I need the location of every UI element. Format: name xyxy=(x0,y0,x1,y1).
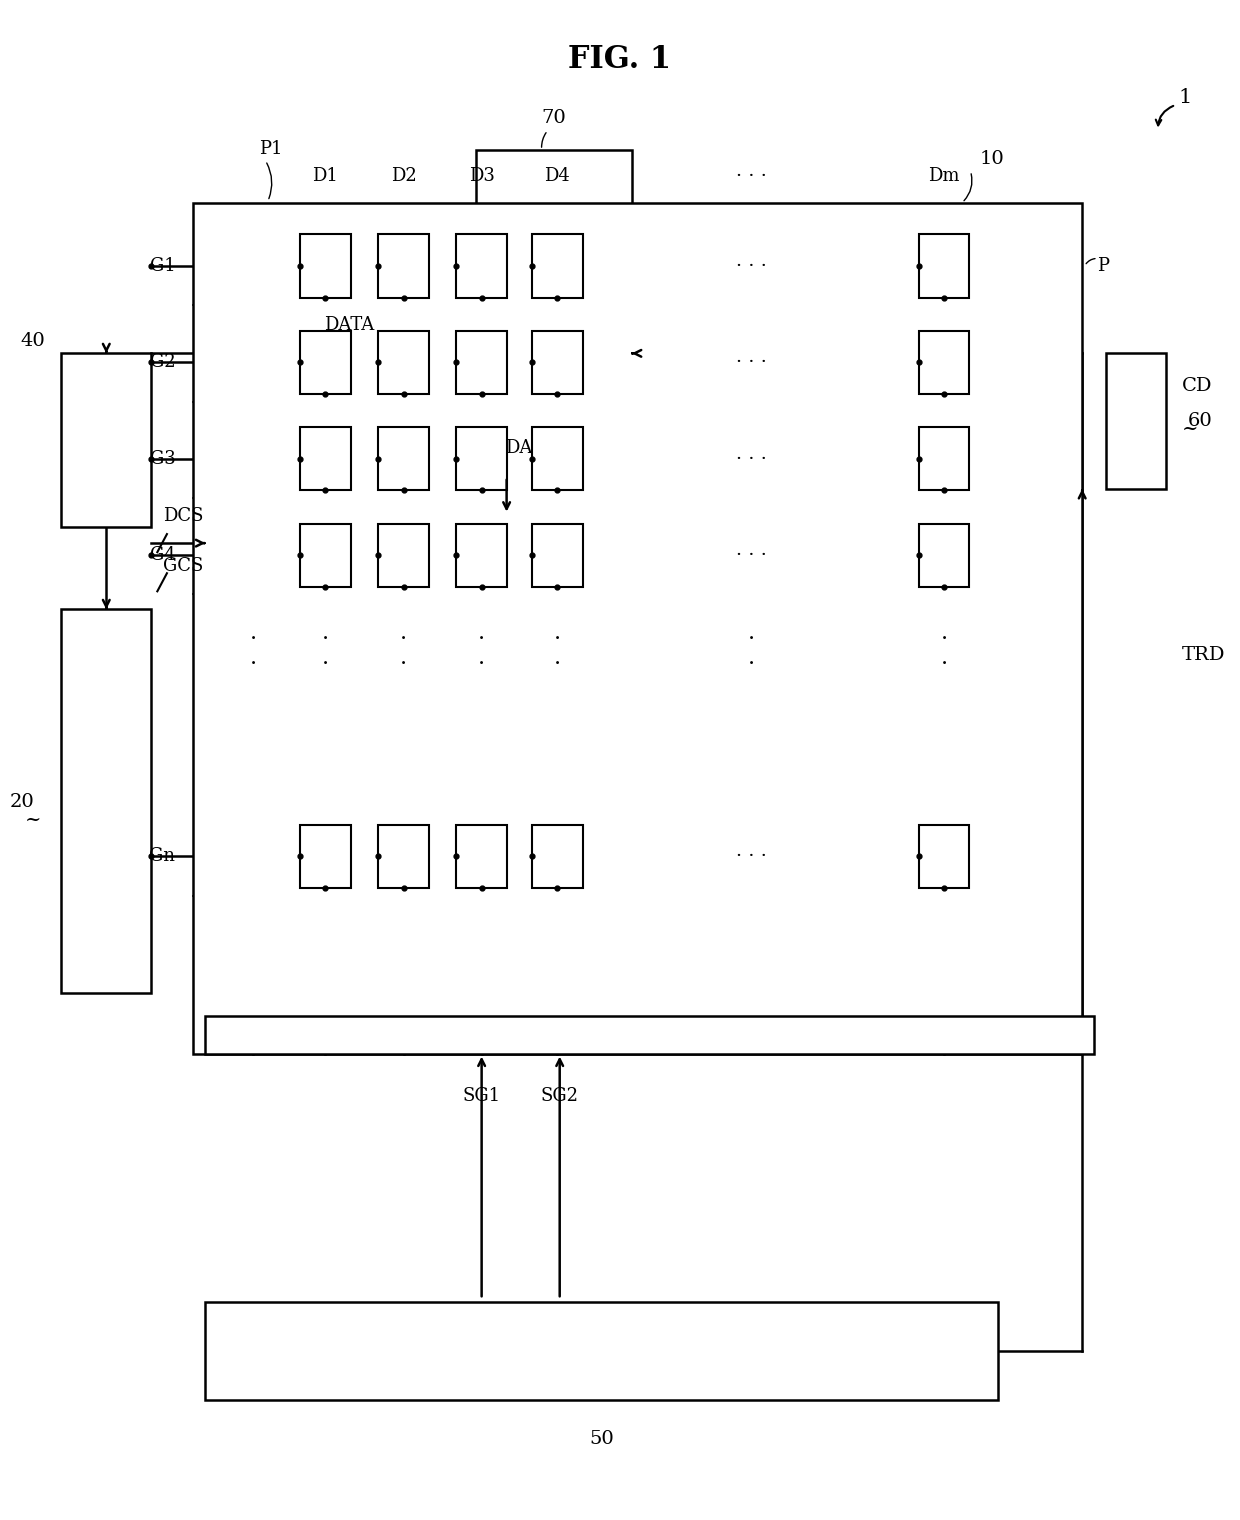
Text: CD: CD xyxy=(1182,377,1213,395)
Text: G4: G4 xyxy=(150,546,175,564)
Bar xyxy=(919,523,970,587)
Text: · · ·: · · · xyxy=(737,353,768,371)
Bar xyxy=(1106,353,1167,489)
Bar xyxy=(456,234,507,298)
Bar xyxy=(378,523,429,587)
Bar xyxy=(300,825,351,888)
Text: DCS: DCS xyxy=(164,508,203,524)
Text: 70: 70 xyxy=(542,109,567,128)
Text: G1: G1 xyxy=(150,257,175,275)
Bar xyxy=(532,427,583,491)
Text: P: P xyxy=(1096,257,1109,275)
Text: · · ·: · · · xyxy=(737,167,768,184)
Text: D1: D1 xyxy=(312,167,339,184)
Text: 50: 50 xyxy=(589,1430,614,1449)
Bar xyxy=(300,331,351,394)
Bar xyxy=(456,825,507,888)
Text: DATA: DATA xyxy=(505,439,556,458)
Bar xyxy=(300,523,351,587)
Bar xyxy=(300,234,351,298)
Text: D3: D3 xyxy=(469,167,495,184)
Bar xyxy=(919,234,970,298)
Bar xyxy=(378,234,429,298)
Bar xyxy=(456,523,507,587)
Text: 20: 20 xyxy=(10,793,35,812)
Bar xyxy=(532,825,583,888)
Text: ·
·: · · xyxy=(554,628,560,675)
Text: 30: 30 xyxy=(787,453,812,471)
Text: ·
·: · · xyxy=(748,628,755,675)
Text: Gn: Gn xyxy=(149,847,175,865)
Text: FIG. 1: FIG. 1 xyxy=(568,44,671,74)
Text: ·
·: · · xyxy=(249,628,257,675)
Text: Dm: Dm xyxy=(929,167,960,184)
Text: 40: 40 xyxy=(21,333,46,350)
Text: TRD: TRD xyxy=(1182,646,1225,664)
Text: DATA: DATA xyxy=(325,316,374,334)
Bar xyxy=(193,202,1083,1053)
Text: ·
·: · · xyxy=(940,628,947,675)
Text: ·
·: · · xyxy=(479,628,485,675)
Text: 10: 10 xyxy=(980,150,1004,169)
Bar xyxy=(532,523,583,587)
Text: G3: G3 xyxy=(150,450,175,468)
Bar xyxy=(456,331,507,394)
Bar xyxy=(378,825,429,888)
Text: · · ·: · · · xyxy=(737,847,768,865)
Bar xyxy=(919,825,970,888)
Text: ·
·: · · xyxy=(401,628,407,675)
Text: · · ·: · · · xyxy=(737,546,768,564)
Text: SG1: SG1 xyxy=(463,1087,501,1105)
Text: 1: 1 xyxy=(1178,88,1192,106)
Text: D2: D2 xyxy=(391,167,417,184)
Bar xyxy=(206,514,998,572)
Text: P1: P1 xyxy=(259,140,283,158)
Bar xyxy=(61,353,151,526)
Text: GCS: GCS xyxy=(164,556,203,575)
Bar xyxy=(456,427,507,491)
Bar xyxy=(378,331,429,394)
Text: ~: ~ xyxy=(1182,420,1198,438)
Bar xyxy=(476,150,631,240)
Bar xyxy=(532,234,583,298)
Bar xyxy=(300,427,351,491)
Bar xyxy=(919,331,970,394)
Bar xyxy=(61,610,151,994)
Text: ·
·: · · xyxy=(322,628,329,675)
Bar xyxy=(919,427,970,491)
Bar xyxy=(206,1015,1094,1053)
Text: 60: 60 xyxy=(1188,412,1213,430)
Text: G2: G2 xyxy=(150,353,175,371)
Text: SG2: SG2 xyxy=(541,1087,579,1105)
Bar xyxy=(206,1303,998,1400)
Text: · · ·: · · · xyxy=(737,450,768,468)
Bar xyxy=(378,427,429,491)
Bar xyxy=(532,331,583,394)
Text: ~: ~ xyxy=(25,812,41,830)
Text: D4: D4 xyxy=(544,167,570,184)
Text: · · ·: · · · xyxy=(737,257,768,275)
